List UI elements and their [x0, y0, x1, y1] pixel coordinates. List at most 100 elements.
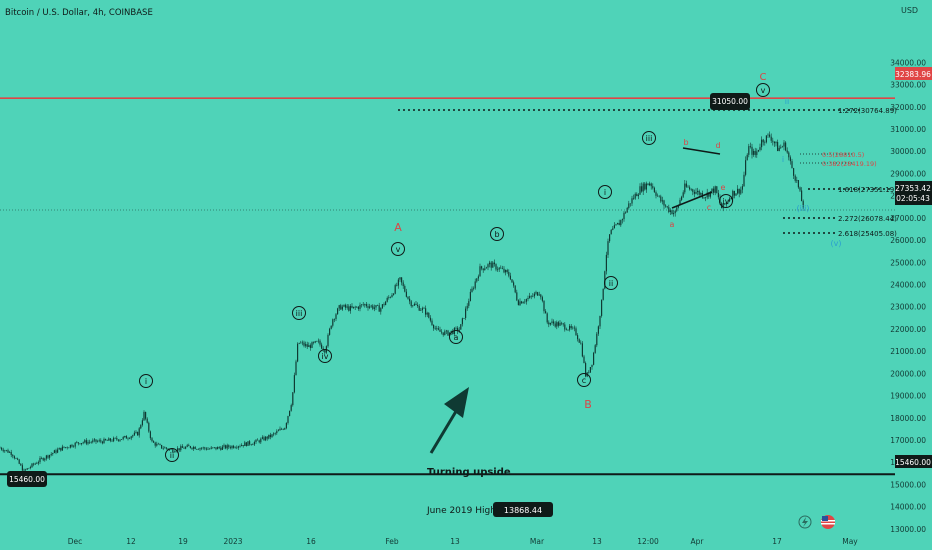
candle-body: [28, 468, 30, 469]
candle-body: [37, 462, 39, 464]
candle-body: [301, 342, 303, 344]
candle-body: [359, 304, 361, 309]
candle-body: [385, 301, 387, 306]
fib-level-label: 2.272(26078.44): [838, 215, 897, 223]
candle-body: [188, 445, 190, 447]
candle-body: [695, 192, 697, 194]
candle-body: [741, 186, 743, 190]
candle-body: [767, 134, 769, 136]
candle-body: [801, 190, 803, 202]
candle-body: [441, 331, 443, 333]
candle-body: [765, 135, 767, 143]
candle-body: [729, 198, 731, 202]
candle-body: [548, 322, 550, 325]
candle-body: [772, 140, 774, 142]
candle-body: [425, 308, 427, 315]
candle-body: [657, 195, 659, 197]
us-flag-icon[interactable]: [821, 515, 835, 529]
y-tick-label: 27000.00: [890, 214, 926, 223]
candle-body: [181, 446, 183, 448]
candle-body: [289, 410, 291, 417]
candle-body: [529, 295, 531, 299]
y-tick-label: 17000.00: [890, 436, 926, 445]
candle-body: [714, 186, 716, 193]
candle-body: [764, 142, 766, 143]
candle-body: [162, 448, 164, 449]
candle-body: [738, 188, 740, 194]
candle-body: [751, 146, 753, 155]
candle-body: [74, 442, 76, 447]
candle-body: [77, 442, 79, 444]
candle-body: [60, 447, 62, 451]
wave-label-red: b: [683, 138, 688, 147]
y-tick-label: 13000.00: [890, 525, 926, 534]
candle-body: [161, 444, 163, 449]
price-tag-31050-label: 31050.00: [712, 97, 748, 106]
candle-body: [237, 446, 239, 448]
candle-body: [12, 454, 14, 457]
candle-body: [796, 180, 798, 181]
candle-body: [297, 343, 299, 362]
candle-body: [369, 306, 371, 308]
candle-body: [797, 180, 799, 188]
candle-body: [351, 306, 353, 308]
y-tick-label: 24000.00: [890, 281, 926, 290]
candle-body: [65, 447, 67, 448]
candle-body: [613, 225, 615, 229]
candle-body: [233, 445, 235, 448]
candle-body: [621, 219, 623, 221]
candle-body: [311, 342, 313, 348]
candle-body: [649, 183, 651, 186]
candle-body: [241, 445, 243, 447]
candle-body: [561, 322, 563, 324]
candle-body: [727, 201, 729, 203]
candle-body: [780, 147, 782, 148]
candle-body: [178, 448, 180, 451]
candle-body: [231, 445, 233, 449]
candle-body: [295, 361, 297, 376]
y-tick-label: 34000.00: [890, 58, 926, 67]
candle-body: [481, 266, 483, 269]
y-tick-label: 30000.00: [890, 147, 926, 156]
countdown-label: 02:05:43: [896, 194, 930, 203]
candle-body: [85, 440, 87, 444]
x-tick-label: 12: [126, 537, 136, 546]
wave-label-circle: [604, 276, 618, 290]
fib-level-label: 1.618(27351.19): [838, 186, 897, 194]
candle-body: [34, 463, 36, 465]
candle-body: [703, 197, 705, 199]
candle-body: [525, 299, 527, 302]
wave-label-circle: [577, 373, 591, 387]
candle-body: [585, 363, 587, 377]
candle-body: [89, 441, 91, 443]
candle-body: [644, 183, 646, 190]
y-axis: 13000.0014000.0015000.0016000.0017000.00…: [890, 58, 926, 534]
candle-body: [125, 436, 127, 439]
wave-label-circle: [490, 227, 504, 241]
candle-body: [2, 449, 4, 452]
current-price-badge: [895, 181, 932, 205]
candle-body: [671, 210, 673, 215]
wave-label-circled: ii: [609, 279, 613, 288]
lightning-icon[interactable]: [798, 515, 812, 529]
candle-body: [148, 422, 150, 432]
candle-body: [609, 234, 611, 242]
red-line-badge: [895, 67, 932, 80]
candle-body: [330, 325, 332, 329]
candle-body: [713, 188, 715, 193]
candle-body: [532, 296, 534, 297]
candle-body: [631, 198, 633, 204]
candle-body: [517, 300, 519, 306]
candle-body: [332, 319, 334, 326]
candle-body: [577, 335, 579, 340]
candle-body: [655, 192, 657, 196]
x-tick-label: 13: [450, 537, 460, 546]
candle-body: [66, 447, 68, 448]
candle-body: [180, 446, 182, 451]
y-tick-label: 14000.00: [890, 503, 926, 512]
red-line-badge-label: 32383.96: [895, 70, 931, 79]
candle-body: [474, 281, 476, 289]
candle-body: [617, 222, 619, 225]
